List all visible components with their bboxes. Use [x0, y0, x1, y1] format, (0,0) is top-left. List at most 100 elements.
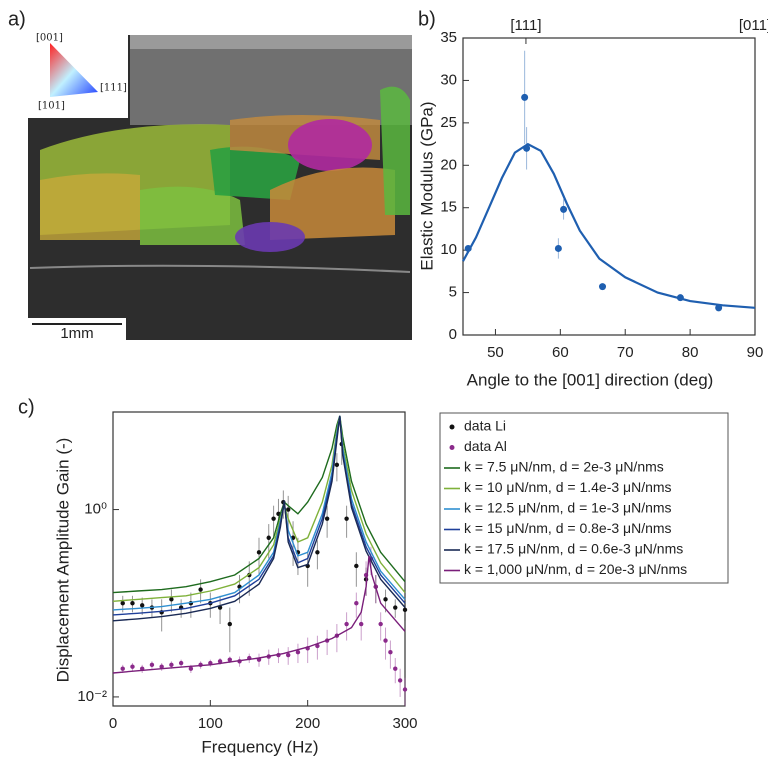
data-point [393, 666, 398, 671]
x-tick-label: 0 [109, 715, 117, 732]
fit-line [462, 142, 756, 309]
y-tick-label: 10⁰ [84, 501, 107, 518]
fit-line [112, 415, 406, 602]
data-point [560, 205, 568, 213]
fit-line [112, 415, 406, 616]
fit-line [112, 415, 406, 594]
inset-label: [111] [100, 83, 127, 94]
data-point [295, 650, 301, 655]
fit-line [112, 415, 406, 611]
data-point [149, 662, 155, 668]
data-point [198, 587, 203, 592]
panel-label: c) [18, 396, 35, 418]
data-point [227, 621, 232, 627]
data-point [266, 535, 271, 540]
data-point [554, 244, 562, 252]
x-tick-label: 50 [487, 344, 504, 361]
plot-frame [462, 37, 756, 336]
legend-box [439, 412, 729, 584]
fit-line [112, 555, 406, 674]
top-tick-label: [111] [510, 17, 541, 34]
data-point [315, 643, 320, 649]
x-tick-label: 200 [295, 715, 320, 732]
data-point [383, 638, 388, 643]
legend-label: data Li [464, 418, 506, 434]
data-point [334, 462, 340, 468]
data-point [271, 516, 276, 521]
data-point [521, 93, 529, 101]
legend-label: k = 15 μN/nm, d = 0.8e-3 μN/nms [464, 520, 672, 536]
data-point [344, 516, 349, 521]
y-axis-label: Displacement Amplitude Gain (-) [53, 438, 72, 683]
data-point [169, 597, 174, 602]
x-tick-label: 80 [682, 344, 699, 361]
data-point [256, 550, 262, 555]
x-tick-label: 60 [552, 344, 569, 361]
color-key [50, 43, 98, 97]
x-axis-label: Frequency (Hz) [201, 737, 318, 756]
data-point [402, 607, 408, 613]
data-point [130, 601, 135, 606]
inset-label: [101] [38, 101, 65, 112]
inset-label: [001] [36, 33, 63, 44]
data-point [169, 662, 174, 668]
legend-label: k = 17.5 μN/nm, d = 0.6e-3 μN/nms [464, 541, 683, 557]
data-point [140, 603, 145, 608]
data-point [344, 621, 349, 627]
data-point [217, 659, 223, 664]
data-point [286, 507, 291, 512]
legend-label: k = 1,000 μN/nm, d = 20e-3 μN/nms [464, 561, 687, 577]
data-point [402, 687, 408, 692]
data-point [354, 563, 359, 569]
legend-label: k = 12.5 μN/nm, d = 1e-3 μN/nms [464, 500, 672, 516]
grain [288, 119, 372, 171]
panel-label: b) [418, 8, 436, 30]
data-point [599, 283, 607, 291]
x-axis-label: Angle to the [001] direction (deg) [467, 370, 714, 389]
surface-edge [130, 35, 412, 49]
data-point [159, 664, 164, 669]
scale-box [28, 318, 126, 342]
top-tick-label: [011] [739, 17, 768, 34]
data-point [188, 666, 194, 671]
x-tick-label: 90 [747, 344, 764, 361]
y-tick-label: 10 [440, 241, 457, 258]
y-tick-label: 15 [440, 199, 457, 216]
data-point [354, 601, 359, 606]
legend-label: k = 7.5 μN/nm, d = 2e-3 μN/nms [464, 459, 664, 475]
data-point [315, 550, 320, 555]
grain [140, 186, 245, 245]
data-point [397, 678, 403, 683]
x-tick-label: 100 [198, 715, 223, 732]
legend-label: k = 10 μN/nm, d = 1.4e-3 μN/nms [464, 479, 672, 495]
edge-line [29, 264, 411, 273]
surface-region [130, 35, 412, 125]
y-tick-label: 25 [440, 114, 457, 131]
legend-label: data Al [464, 438, 507, 454]
data-point [388, 650, 393, 655]
data-point [324, 516, 330, 521]
plot-frame [112, 411, 406, 707]
panel-a: a) [001] [101] [111] 1mm [8, 8, 412, 342]
y-axis-label: Elastic Modulus (GPa) [417, 101, 436, 270]
data-point [227, 657, 232, 662]
y-tick-label: 10⁻² [77, 688, 107, 705]
scale-label: 1mm [60, 325, 93, 342]
data-point [378, 621, 383, 627]
data-point [120, 601, 125, 606]
y-tick-label: 0 [449, 326, 457, 343]
x-tick-label: 70 [617, 344, 634, 361]
x-tick-label: 300 [392, 715, 417, 732]
data-point [359, 621, 364, 627]
grain [270, 167, 395, 240]
grain [40, 173, 140, 240]
grain [235, 222, 305, 252]
y-tick-label: 5 [449, 284, 457, 301]
legend-swatch [449, 445, 455, 450]
data-point [178, 660, 184, 666]
data-point [120, 666, 125, 671]
legend-swatch [449, 424, 455, 430]
y-tick-label: 20 [440, 156, 457, 173]
data-point [383, 597, 388, 602]
